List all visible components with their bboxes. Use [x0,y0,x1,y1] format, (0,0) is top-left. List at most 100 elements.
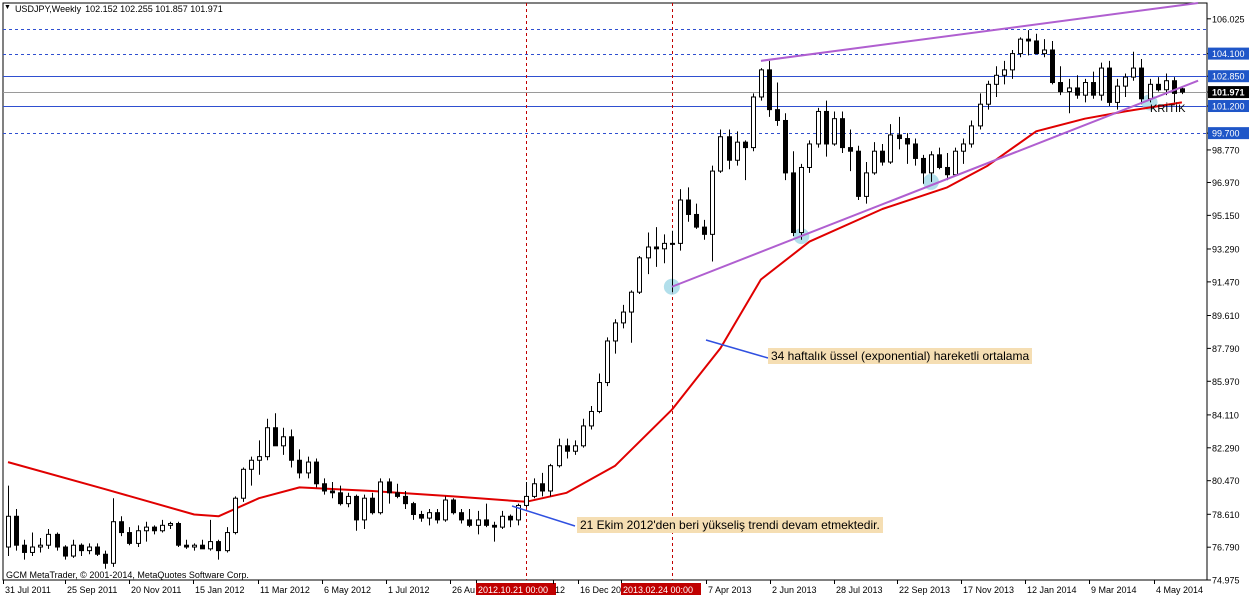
x-tick-label: 9 Mar 2014 [1091,585,1137,595]
candle-bullish [241,468,246,499]
candle-bearish [314,461,319,485]
y-tick-label: 99.700 [1212,129,1240,139]
candle-bullish [864,172,869,197]
candle-bullish [557,445,562,467]
candle-bearish [297,459,302,474]
candle-bullish [613,322,618,342]
candle-bearish [727,136,732,161]
candle-bullish [346,495,351,505]
candle-bearish [880,150,885,163]
y-tick-label: 87.790 [1212,344,1240,354]
chart-header: ▼ USDJPY,Weekly 102.152 102.255 101.857 … [4,4,223,14]
candle-bullish [87,546,92,552]
candle-bearish [22,544,27,553]
candle-bullish [30,546,35,553]
candle-bullish [6,515,11,548]
candle-bearish [767,69,772,111]
candle-bearish [1058,82,1063,93]
candle-bullish [888,134,893,163]
candle-bullish [637,257,642,293]
candle-bullish [160,524,165,532]
candle-bullish [961,143,966,152]
candle-bearish [273,427,278,447]
candle-bullish [1018,38,1023,55]
candle-bearish [1172,80,1177,94]
price-level-tag [1208,70,1249,83]
candle-bullish [192,544,197,548]
y-tick-label: 106.025 [1212,14,1245,24]
candle-bearish [395,492,400,497]
candle-bearish [654,246,659,250]
candle-bearish [856,150,861,197]
x-marker-tag [621,583,701,595]
candle-bullish [281,436,286,447]
candle-bearish [565,445,570,452]
candle-bearish [743,141,748,149]
candle-bullish [816,110,821,145]
candle-bullish [249,459,254,470]
x-tick-label: 7 Apr 2013 [708,585,752,595]
candle-bullish [807,143,812,168]
candle-bearish [791,172,796,234]
candle-bearish [387,481,392,494]
candle-bearish [322,483,327,492]
y-tick-label: 102.850 [1212,72,1245,82]
trend-pointer-line [511,505,576,527]
candle-bearish [184,544,189,548]
price-level-tag [1208,100,1249,113]
ema34-line [7,101,1183,518]
y-tick-label: 91.470 [1212,277,1240,287]
candle-bullish [532,483,537,497]
plot-frame [2,2,1208,581]
candle-bearish [95,546,100,555]
candle-bullish [1123,76,1128,87]
candle-bearish [945,166,950,176]
y-tick-label: 93.290 [1212,244,1240,254]
candle-bullish [1115,85,1120,103]
candle-bearish [216,541,221,552]
candle-bullish [38,544,43,548]
candle-bullish [969,125,974,145]
candle-bearish [686,199,691,215]
candle-bearish [419,513,424,519]
candle-bearish [1026,38,1031,42]
candle-bearish [508,515,513,521]
candle-bullish [476,519,481,526]
y-tick-label: 101.971 [1212,88,1245,98]
candle-bearish [492,524,497,528]
candle-bearish [540,483,545,492]
candle-bullish [589,410,594,427]
candle-bearish [1139,67,1144,100]
candle-bearish [467,519,472,526]
collapse-triangle-icon[interactable]: ▼ [4,4,11,11]
candle-bullish [872,150,877,174]
candle-bullish [500,515,505,528]
ema-annotation: 34 haftalık üssel (exponential) hareketl… [768,348,1033,364]
candle-bearish [14,515,19,546]
candle-bullish [1042,49,1047,55]
candle-bearish [127,532,132,544]
y-tick-label: 89.610 [1212,311,1240,321]
trend-annotation: 21 Ekim 2012'den beri yükseliş trendi de… [577,517,883,533]
x-tick-label: 17 Nov 2013 [963,585,1014,595]
candle-bullish [378,481,383,514]
candle-bearish [484,519,489,526]
candle-bearish [354,495,359,521]
candle-bearish [1050,49,1055,84]
candle-bullish [629,291,634,313]
candle-bullish [678,199,683,244]
symbol-label: USDJPY,Weekly [14,4,82,14]
candle-bullish [735,141,740,161]
candle-bearish [403,495,408,505]
candle-bullish [144,526,149,532]
candle-bullish [759,69,764,98]
x-tick-label: 1 Jul 2012 [388,585,430,595]
candle-bearish [119,521,124,534]
candle-bearish [451,499,456,514]
candle-bullish [46,533,51,546]
candle-bearish [200,544,205,550]
y-tick-label: 74.975 [1212,576,1240,586]
x-tick-label: 31 Jul 2011 [5,585,51,595]
candle-bullish [832,118,837,145]
candle-bullish [597,382,602,412]
